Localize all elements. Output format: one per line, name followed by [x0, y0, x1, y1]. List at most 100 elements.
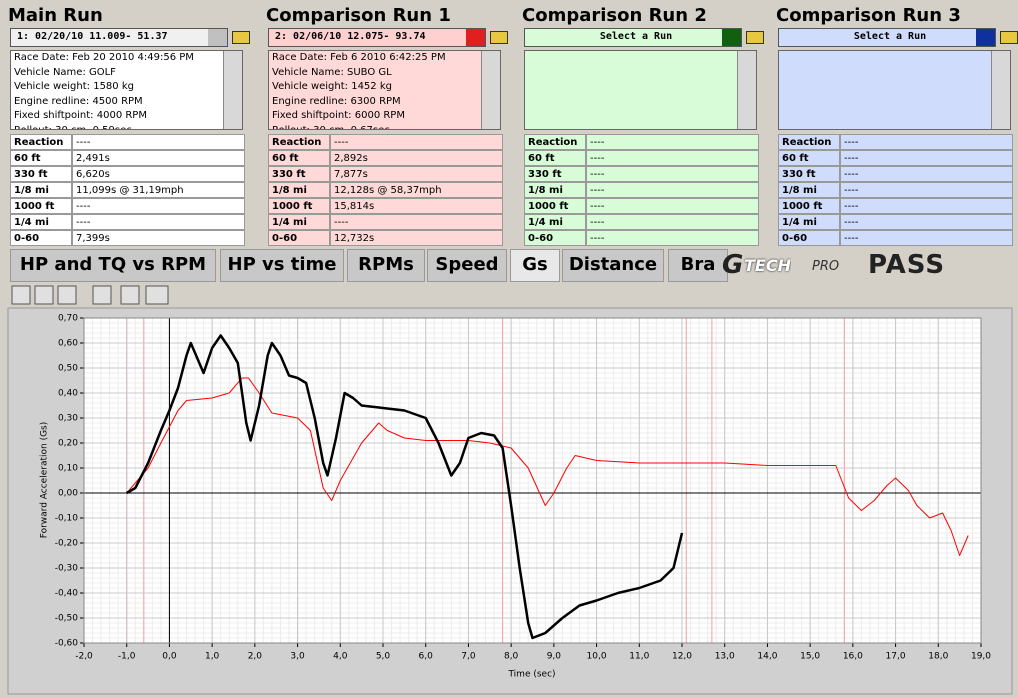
- row-label: 1/8 mi: [268, 182, 330, 198]
- info-line: Race Date: Feb 6 2010 6:42:25 PM: [272, 52, 446, 63]
- dropdown-arrow: [208, 29, 227, 46]
- x-tick-label: -1,0: [118, 652, 136, 662]
- row-value: ----: [586, 214, 759, 230]
- y-tick-label: 0,30: [58, 414, 78, 424]
- y-tick-label: -0,30: [55, 564, 79, 574]
- tab[interactable]: RPMs: [347, 249, 425, 282]
- series-line: [126, 377, 969, 556]
- row-label: 0-60: [524, 230, 586, 246]
- y-tick-label: 0,50: [58, 364, 78, 374]
- row-label: Reaction: [524, 134, 586, 150]
- pan[interactable]: [92, 285, 112, 305]
- x-tick-label: 7,0: [461, 652, 476, 662]
- row-value: 11,099s @ 31,19mph: [72, 182, 245, 198]
- x-tick-label: 1,0: [205, 652, 220, 662]
- row-value: ----: [840, 198, 1013, 214]
- row-value: ----: [330, 134, 503, 150]
- row-label: 1/8 mi: [778, 182, 840, 198]
- folder-icon: [1000, 31, 1018, 44]
- row-label: 1000 ft: [10, 198, 72, 214]
- y-axis-label: Forward Acceleration (Gs): [40, 422, 50, 539]
- tab[interactable]: HP vs time: [220, 249, 344, 282]
- plot-border: [83, 317, 982, 644]
- x-tick-label: 5,0: [376, 652, 391, 662]
- tab[interactable]: Distance: [562, 249, 664, 282]
- row-label: 1000 ft: [268, 198, 330, 214]
- dropdown-arrow: [466, 29, 485, 46]
- fit[interactable]: [120, 285, 140, 305]
- row-value: ----: [72, 134, 245, 150]
- x-tick-label: 14,0: [757, 652, 777, 662]
- row-value: ----: [586, 166, 759, 182]
- row-value: 7,399s: [72, 230, 245, 246]
- row-value: 6,620s: [72, 166, 245, 182]
- y-tick-label: 0,10: [58, 464, 78, 474]
- x-tick-label: 0,0: [162, 652, 177, 662]
- row-value: ----: [72, 198, 245, 214]
- run-selector[interactable]: Select a Run: [778, 28, 996, 47]
- tab[interactable]: Bra: [668, 249, 728, 282]
- toolbar: [11, 285, 169, 305]
- row-label: 330 ft: [268, 166, 330, 182]
- info-line: Race Date: Feb 20 2010 4:49:56 PM: [14, 52, 194, 63]
- scrollbar: [991, 51, 1010, 129]
- row-value: ----: [840, 230, 1013, 246]
- x-tick-label: 19,0: [971, 652, 991, 662]
- plot-area: [84, 318, 981, 643]
- y-tick-label: 0,00: [58, 489, 78, 499]
- x-tick-label: 9,0: [547, 652, 562, 662]
- folder-icon: [490, 31, 508, 44]
- info-line: Vehicle Name: GOLF: [14, 66, 116, 78]
- run-selector[interactable]: Select a Run: [524, 28, 742, 47]
- row-label: Reaction: [778, 134, 840, 150]
- info-box: Race Date: Feb 20 2010 4:49:56 PM Vehicle…: [10, 50, 243, 130]
- zoom-out[interactable]: [57, 285, 77, 305]
- x-tick-label: 11,0: [629, 652, 649, 662]
- scrollbar: [223, 51, 242, 129]
- row-value: ----: [586, 182, 759, 198]
- info-line: Engine redline: 6300 RPM: [272, 95, 401, 107]
- row-label: 1000 ft: [778, 198, 840, 214]
- row-value: ----: [586, 230, 759, 246]
- tab[interactable]: Speed: [427, 249, 507, 282]
- row-value: ----: [840, 150, 1013, 166]
- row-value: ----: [840, 214, 1013, 230]
- row-label: 60 ft: [524, 150, 586, 166]
- row-value: 12,128s @ 58,37mph: [330, 182, 503, 198]
- tab[interactable]: Gs: [510, 249, 560, 282]
- logo-product: PASS: [868, 250, 946, 280]
- grid-toggle[interactable]: [145, 285, 169, 305]
- panel-title: Main Run: [8, 5, 103, 26]
- row-label: 0-60: [778, 230, 840, 246]
- row-label: 0-60: [10, 230, 72, 246]
- run-selector[interactable]: 1: 02/20/10 11.009- 51.37: [10, 28, 228, 47]
- logo-sub: PRO: [812, 259, 840, 274]
- row-label: 60 ft: [778, 150, 840, 166]
- panel-title: Comparison Run 1: [266, 5, 451, 26]
- row-value: ----: [586, 134, 759, 150]
- row-value: 15,814s: [330, 198, 503, 214]
- info-box: [778, 50, 1011, 130]
- row-label: 330 ft: [778, 166, 840, 182]
- zoom-in[interactable]: [11, 285, 31, 305]
- row-label: Reaction: [268, 134, 330, 150]
- scrollbar: [737, 51, 756, 129]
- zoom-rect[interactable]: [34, 285, 54, 305]
- y-tick-label: 0,60: [58, 339, 78, 349]
- x-tick-label: 13,0: [715, 652, 735, 662]
- x-tick-label: 12,0: [672, 652, 692, 662]
- x-tick-label: 15,0: [800, 652, 820, 662]
- row-label: 0-60: [268, 230, 330, 246]
- tab[interactable]: HP and TQ vs RPM: [10, 249, 216, 282]
- info-line: Vehicle weight: 1452 kg: [272, 81, 392, 92]
- info-line: Fixed shiftpoint: 4000 RPM: [14, 110, 147, 121]
- x-axis-label: Time (sec): [507, 670, 555, 680]
- folder-icon: [746, 31, 764, 44]
- run-selector[interactable]: 2: 02/06/10 12.075- 93.74: [268, 28, 486, 47]
- row-label: 330 ft: [10, 166, 72, 182]
- row-label: 60 ft: [268, 150, 330, 166]
- x-tick-label: 2,0: [248, 652, 263, 662]
- row-label: 1/4 mi: [524, 214, 586, 230]
- y-tick-label: -0,40: [55, 589, 79, 599]
